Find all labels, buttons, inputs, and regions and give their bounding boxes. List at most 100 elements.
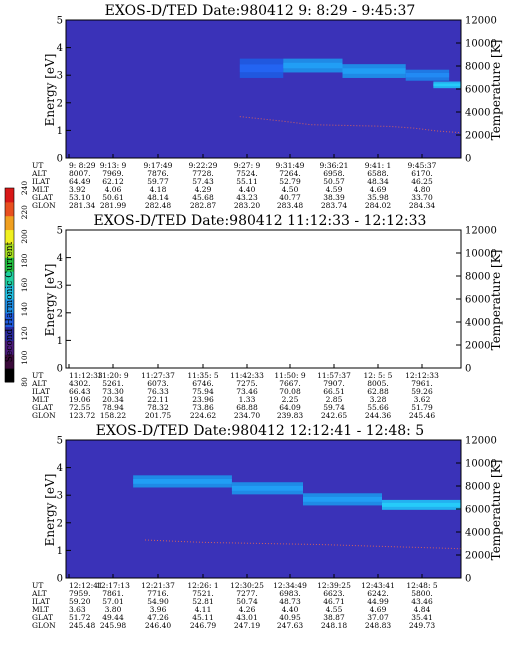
table-cell: 9:17:49	[144, 161, 173, 170]
y2-tick-label: 0	[465, 364, 471, 375]
table-cell: 59.20	[69, 597, 91, 606]
y2-tick-label: 10000	[465, 249, 497, 260]
table-cell: 4.40	[239, 185, 256, 194]
y2-tick-label: 8000	[465, 272, 490, 283]
table-cell: 283.20	[234, 201, 260, 210]
intensity-band-core	[239, 64, 284, 73]
table-cell: 12:34:49	[273, 581, 307, 590]
table-cell: 54.90	[147, 597, 169, 606]
y-tick-label: 1	[57, 126, 63, 137]
y2-tick-label: 10000	[465, 39, 497, 50]
table-cell: 40.95	[279, 613, 301, 622]
table-cell: 245.46	[409, 411, 435, 420]
y2-tick-label: 12000	[465, 436, 497, 447]
colorbar-tick-label: 100	[20, 350, 29, 365]
table-cell: 12:43:41	[361, 581, 395, 590]
y-tick-label: 4	[57, 463, 63, 474]
table-cell: 50.61	[102, 193, 123, 202]
table-cell: 4.69	[370, 605, 387, 614]
colorbar-tick-label: 200	[20, 229, 29, 244]
table-cell: 281.34	[69, 201, 95, 210]
table-cell: 4.40	[282, 605, 299, 614]
colorbar-segment	[5, 326, 14, 341]
table-cell: 62.12	[102, 177, 124, 186]
table-cell: 52.81	[192, 597, 213, 606]
table-cell: 12:39:25	[317, 581, 351, 590]
colorbar-segment	[5, 271, 14, 286]
table-cell: 4.11	[195, 605, 212, 614]
intensity-band-core	[342, 68, 406, 74]
table-cell: 8005.	[367, 379, 388, 388]
table-cell: 7728.	[192, 169, 213, 178]
table-cell: 6958.	[323, 169, 344, 178]
table-cell: 59.77	[147, 177, 169, 186]
table-cell: 45.68	[192, 193, 214, 202]
y2-tick-label: 2000	[465, 551, 490, 562]
table-cell: 6746.	[192, 379, 213, 388]
y-tick-label: 5	[57, 16, 63, 27]
y-tick-label: 0	[57, 154, 63, 165]
table-row-label: UT	[32, 581, 43, 590]
table-cell: 4.50	[282, 185, 299, 194]
table-cell: 284.02	[365, 201, 391, 210]
colorbar-segment	[5, 243, 14, 258]
table-row-label: GLON	[32, 201, 56, 210]
table-cell: 6588.	[367, 169, 388, 178]
table-cell: 6170.	[411, 169, 432, 178]
y2-tick-label: 4000	[465, 108, 490, 119]
table-cell: 33.70	[411, 193, 433, 202]
table-cell: 12:30:25	[230, 581, 264, 590]
table-cell: 55.11	[236, 177, 257, 186]
y2-tick-label: 6000	[465, 85, 490, 96]
table-cell: 3.80	[105, 605, 122, 614]
table-cell: 246.79	[190, 621, 216, 630]
table-cell: 283.74	[321, 201, 347, 210]
colorbar-tick-label: 120	[20, 326, 29, 341]
table-row-label: GLAT	[32, 403, 53, 412]
table-cell: 64.49	[69, 177, 91, 186]
plot-background	[66, 230, 461, 368]
intensity-band-core	[133, 478, 232, 484]
table-row-label: ILAT	[32, 177, 50, 186]
colorbar-segment	[5, 285, 14, 300]
panel-2-title: EXOS-D/TED Date:980412 11:12:33 - 12:12:…	[94, 213, 427, 229]
table-cell: 12:48: 5	[406, 581, 438, 590]
y2-tick-label: 6000	[465, 505, 490, 516]
table-cell: 6242.	[367, 589, 388, 598]
table-cell: 38.39	[323, 193, 345, 202]
table-cell: 3.28	[370, 395, 387, 404]
intensity-band-core	[382, 502, 461, 507]
table-cell: 245.98	[100, 621, 126, 630]
table-cell: 43.23	[236, 193, 258, 202]
table-cell: 4.26	[239, 605, 256, 614]
table-cell: 5800.	[411, 589, 432, 598]
colorbar-tick-label: 220	[20, 205, 29, 220]
table-row-label: MLT	[32, 185, 49, 194]
table-cell: 12: 5: 5	[364, 371, 393, 380]
intensity-band-core	[231, 485, 303, 491]
plot-background	[66, 20, 461, 158]
table-cell: 64.09	[279, 403, 301, 412]
table-cell: 9: 8:29	[69, 161, 96, 170]
colorbar-segment	[5, 201, 14, 217]
table-cell: 66.43	[69, 387, 91, 396]
table-cell: 20.34	[102, 395, 124, 404]
table-cell: 8007.	[69, 169, 90, 178]
table-cell: 78.94	[102, 403, 124, 412]
table-cell: 75.94	[192, 387, 214, 396]
table-cell: 4.69	[370, 185, 387, 194]
intensity-band-core	[405, 72, 450, 78]
panel-1-title: EXOS-D/TED Date:980412 9: 8:29 - 9:45:37	[105, 3, 416, 19]
panel-3-ylabel: Energy [eV]	[43, 474, 57, 547]
table-cell: 73.86	[192, 403, 214, 412]
table-cell: 7716.	[147, 589, 168, 598]
table-row-label: UT	[32, 161, 43, 170]
y-tick-label: 0	[57, 574, 63, 585]
table-cell: 283.48	[277, 201, 303, 210]
colorbar-tick-label: 80	[20, 377, 29, 387]
table-row-label: GLAT	[32, 193, 53, 202]
table-cell: 4.80	[414, 185, 431, 194]
panel-3-y2label: Temperature [K]	[489, 460, 503, 561]
table-cell: 11:50: 9	[274, 371, 306, 380]
